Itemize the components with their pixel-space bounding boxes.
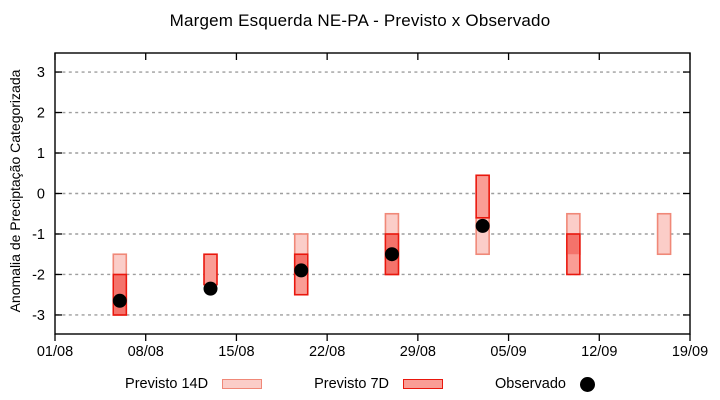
bar-previsto-7d-fill — [476, 175, 490, 218]
y-tick-label: -2 — [32, 267, 45, 283]
legend-item-previsto-14d: Previsto 14D — [125, 376, 263, 392]
observed-dot — [475, 218, 490, 233]
y-tick-label: 2 — [37, 106, 45, 122]
x-tick-label: 01/08 — [37, 344, 73, 360]
chart-title: Margem Esquerda NE-PA - Previsto x Obser… — [169, 11, 551, 30]
legend-dot-observado — [579, 376, 595, 392]
legend: Previsto 14D Previsto 7D Observado — [0, 371, 720, 397]
observed-dot — [294, 263, 309, 278]
x-tick-label: 05/09 — [490, 344, 526, 360]
x-tick-label: 19/09 — [672, 344, 708, 360]
y-tick-label: -1 — [32, 227, 45, 243]
bar-previsto-14d — [656, 212, 672, 256]
x-tick-label: 29/08 — [400, 344, 436, 360]
legend-label-observado: Observado — [495, 376, 566, 392]
y-tick-label: -3 — [32, 308, 45, 324]
bar-previsto-7d-fill — [204, 254, 218, 285]
observed-dot — [384, 247, 399, 262]
y-tick-label: 3 — [37, 65, 45, 81]
x-tick-label: 15/08 — [218, 344, 254, 360]
bar-previsto-7d-border — [112, 273, 128, 316]
legend-label-previsto-7d: Previsto 7D — [314, 376, 390, 392]
x-tick-label: 22/08 — [309, 344, 345, 360]
observed-dot — [112, 293, 127, 308]
x-tick-label: 12/09 — [581, 344, 617, 360]
plot-frame — [54, 52, 691, 335]
legend-swatch-previsto-14d — [222, 379, 263, 389]
bar-previsto-7d-border — [566, 233, 581, 276]
legend-label-previsto-14d: Previsto 14D — [125, 376, 209, 392]
bar-previsto-7d-border — [293, 253, 309, 296]
bar-overlap — [567, 233, 579, 255]
y-tick-label: 1 — [37, 146, 45, 162]
legend-item-observado: Observado — [495, 376, 595, 392]
bar-previsto-7d-border — [475, 174, 490, 219]
y-tick-label: 0 — [37, 187, 45, 203]
legend-item-previsto-7d: Previsto 7D — [314, 376, 444, 392]
legend-swatch-previsto-7d — [403, 379, 444, 389]
x-tick-label: 08/08 — [128, 344, 164, 360]
observed-dot — [203, 281, 218, 296]
